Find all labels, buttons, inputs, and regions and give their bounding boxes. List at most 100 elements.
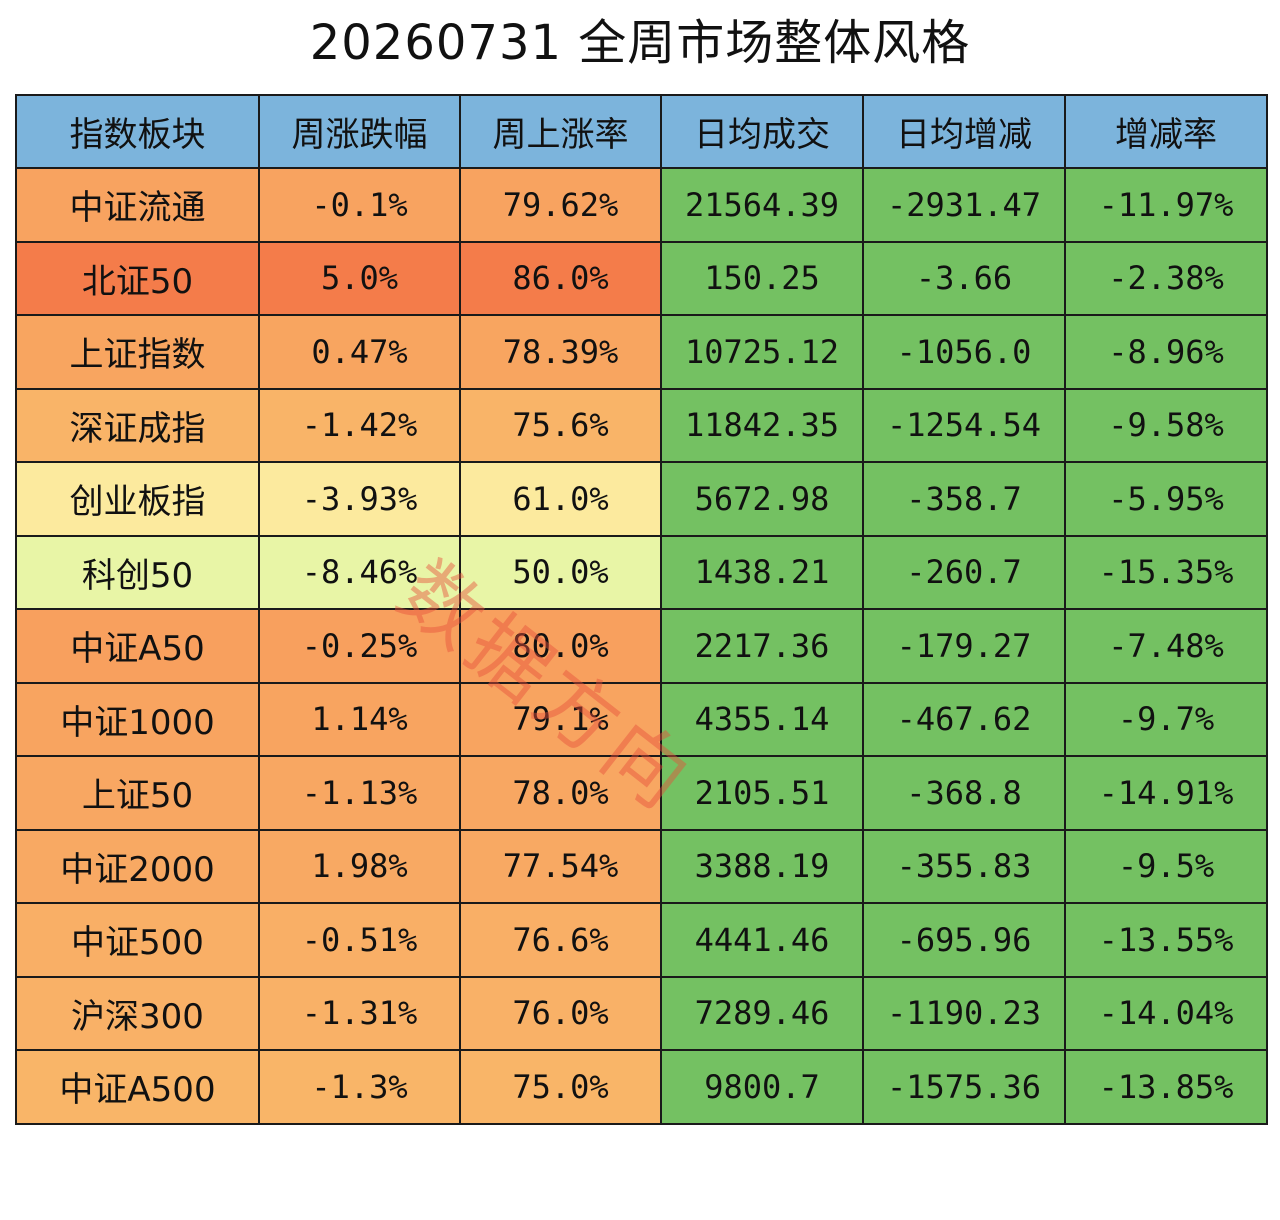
weekly-change-cell: -0.1% xyxy=(258,167,461,243)
avg-delta-cell: -1056.0 xyxy=(862,314,1066,390)
table-row: 北证50 5.0% 86.0% 150.25 -3.66 -2.38% xyxy=(15,240,1268,316)
table-row: 科创50 -8.46% 50.0% 1438.21 -260.7 -15.35% xyxy=(15,534,1268,610)
weekly-change-cell: 0.47% xyxy=(258,314,461,390)
table-row: 沪深300 -1.31% 76.0% 7289.46 -1190.23 -14.04% xyxy=(15,975,1268,1051)
avg-delta-cell: -1575.36 xyxy=(862,1049,1066,1125)
table-row: 中证500 -0.51% 76.6% 4441.46 -695.96 -13.55% xyxy=(15,902,1268,978)
avg-delta-cell: -3.66 xyxy=(862,240,1066,316)
page-title: 20260731 全周市场整体风格 xyxy=(309,15,971,71)
avg-volume-cell: 21564.39 xyxy=(660,167,864,243)
column-header-weekly-up-rate: 周上涨率 xyxy=(459,94,662,169)
weekly-change-cell: 5.0% xyxy=(258,240,461,316)
index-name-cell: 中证1000 xyxy=(15,681,260,757)
index-name-cell: 中证A500 xyxy=(15,1049,260,1125)
weekly-up-rate-cell: 61.0% xyxy=(459,461,662,537)
avg-volume-cell: 2105.51 xyxy=(660,755,864,831)
avg-delta-cell: -358.7 xyxy=(862,461,1066,537)
weekly-change-cell: -1.42% xyxy=(258,387,461,463)
avg-volume-cell: 5672.98 xyxy=(660,461,864,537)
weekly-up-rate-cell: 79.1% xyxy=(459,681,662,757)
index-name-cell: 创业板指 xyxy=(15,461,260,537)
weekly-up-rate-cell: 79.62% xyxy=(459,167,662,243)
avg-delta-cell: -260.7 xyxy=(862,534,1066,610)
delta-rate-cell: -9.5% xyxy=(1064,828,1268,904)
market-style-table: 指数板块 周涨跌幅 周上涨率 日均成交 日均增减 增减率 中证流通 -0.1% 79… xyxy=(15,94,1268,1125)
table-row: 上证50 -1.13% 78.0% 2105.51 -368.8 -14.91% xyxy=(15,755,1268,831)
avg-volume-cell: 2217.36 xyxy=(660,608,864,684)
delta-rate-cell: -9.7% xyxy=(1064,681,1268,757)
avg-volume-cell: 3388.19 xyxy=(660,828,864,904)
index-name-cell: 中证流通 xyxy=(15,167,260,243)
avg-delta-cell: -1254.54 xyxy=(862,387,1066,463)
column-header-avg-volume: 日均成交 xyxy=(660,94,864,169)
index-name-cell: 沪深300 xyxy=(15,975,260,1051)
table-row: 中证2000 1.98% 77.54% 3388.19 -355.83 -9.5% xyxy=(15,828,1268,904)
delta-rate-cell: -14.91% xyxy=(1064,755,1268,831)
delta-rate-cell: -13.55% xyxy=(1064,902,1268,978)
weekly-up-rate-cell: 50.0% xyxy=(459,534,662,610)
weekly-change-cell: 1.14% xyxy=(258,681,461,757)
avg-volume-cell: 4355.14 xyxy=(660,681,864,757)
avg-delta-cell: -695.96 xyxy=(862,902,1066,978)
avg-delta-cell: -355.83 xyxy=(862,828,1066,904)
avg-volume-cell: 150.25 xyxy=(660,240,864,316)
column-header-avg-delta: 日均增减 xyxy=(862,94,1066,169)
weekly-up-rate-cell: 78.39% xyxy=(459,314,662,390)
weekly-change-cell: -0.51% xyxy=(258,902,461,978)
table-row: 上证指数 0.47% 78.39% 10725.12 -1056.0 -8.96% xyxy=(15,314,1268,390)
weekly-up-rate-cell: 76.0% xyxy=(459,975,662,1051)
table-row: 创业板指 -3.93% 61.0% 5672.98 -358.7 -5.95% xyxy=(15,461,1268,537)
index-name-cell: 科创50 xyxy=(15,534,260,610)
index-name-cell: 上证50 xyxy=(15,755,260,831)
index-name-cell: 中证A50 xyxy=(15,608,260,684)
avg-delta-cell: -467.62 xyxy=(862,681,1066,757)
delta-rate-cell: -13.85% xyxy=(1064,1049,1268,1125)
avg-volume-cell: 11842.35 xyxy=(660,387,864,463)
delta-rate-cell: -14.04% xyxy=(1064,975,1268,1051)
table-body: 中证流通 -0.1% 79.62% 21564.39 -2931.47 -11.97% 北证… xyxy=(15,167,1268,1125)
column-header-delta-rate: 增减率 xyxy=(1064,94,1268,169)
column-header-weekly-change: 周涨跌幅 xyxy=(258,94,461,169)
table-row: 中证流通 -0.1% 79.62% 21564.39 -2931.47 -11.97% xyxy=(15,167,1268,243)
delta-rate-cell: -8.96% xyxy=(1064,314,1268,390)
weekly-change-cell: -1.3% xyxy=(258,1049,461,1125)
index-name-cell: 上证指数 xyxy=(15,314,260,390)
delta-rate-cell: -5.95% xyxy=(1064,461,1268,537)
avg-volume-cell: 1438.21 xyxy=(660,534,864,610)
delta-rate-cell: -2.38% xyxy=(1064,240,1268,316)
weekly-change-cell: -8.46% xyxy=(258,534,461,610)
weekly-change-cell: 1.98% xyxy=(258,828,461,904)
weekly-up-rate-cell: 86.0% xyxy=(459,240,662,316)
index-name-cell: 北证50 xyxy=(15,240,260,316)
delta-rate-cell: -7.48% xyxy=(1064,608,1268,684)
table-row: 深证成指 -1.42% 75.6% 11842.35 -1254.54 -9.58% xyxy=(15,387,1268,463)
weekly-change-cell: -3.93% xyxy=(258,461,461,537)
delta-rate-cell: -15.35% xyxy=(1064,534,1268,610)
delta-rate-cell: -11.97% xyxy=(1064,167,1268,243)
table-row: 中证1000 1.14% 79.1% 4355.14 -467.62 -9.7% xyxy=(15,681,1268,757)
index-name-cell: 深证成指 xyxy=(15,387,260,463)
avg-delta-cell: -1190.23 xyxy=(862,975,1066,1051)
index-name-cell: 中证500 xyxy=(15,902,260,978)
weekly-up-rate-cell: 80.0% xyxy=(459,608,662,684)
avg-delta-cell: -179.27 xyxy=(862,608,1066,684)
weekly-change-cell: -1.13% xyxy=(258,755,461,831)
avg-delta-cell: -2931.47 xyxy=(862,167,1066,243)
column-header-index: 指数板块 xyxy=(15,94,260,169)
weekly-up-rate-cell: 76.6% xyxy=(459,902,662,978)
table-row: 中证A500 -1.3% 75.0% 9800.7 -1575.36 -13.85% xyxy=(15,1049,1268,1125)
avg-delta-cell: -368.8 xyxy=(862,755,1066,831)
avg-volume-cell: 9800.7 xyxy=(660,1049,864,1125)
weekly-up-rate-cell: 75.6% xyxy=(459,387,662,463)
weekly-change-cell: -1.31% xyxy=(258,975,461,1051)
weekly-up-rate-cell: 75.0% xyxy=(459,1049,662,1125)
table-row: 中证A50 -0.25% 80.0% 2217.36 -179.27 -7.48% xyxy=(15,608,1268,684)
weekly-up-rate-cell: 77.54% xyxy=(459,828,662,904)
avg-volume-cell: 4441.46 xyxy=(660,902,864,978)
weekly-up-rate-cell: 78.0% xyxy=(459,755,662,831)
weekly-change-cell: -0.25% xyxy=(258,608,461,684)
table-header-row: 指数板块 周涨跌幅 周上涨率 日均成交 日均增减 增减率 xyxy=(15,94,1268,169)
delta-rate-cell: -9.58% xyxy=(1064,387,1268,463)
avg-volume-cell: 7289.46 xyxy=(660,975,864,1051)
avg-volume-cell: 10725.12 xyxy=(660,314,864,390)
